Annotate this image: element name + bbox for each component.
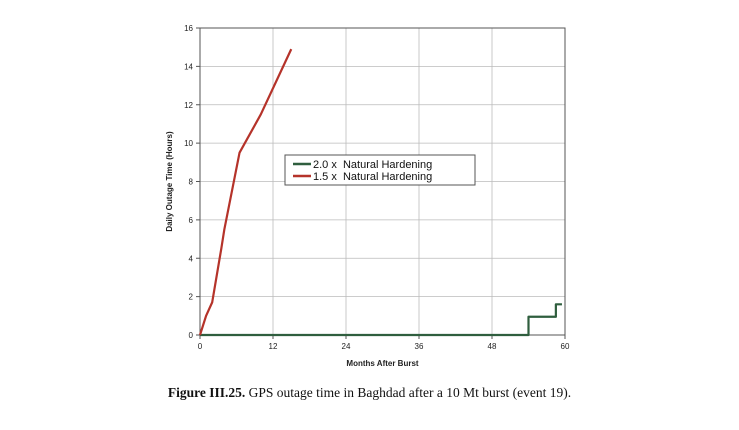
legend-label-series-1: 2.0 x Natural Hardening: [313, 159, 432, 171]
y-axis-ticks: 0 2 4 6 8 10 12 14 16: [184, 24, 200, 340]
y-tick-label: 14: [184, 62, 193, 71]
series-group: [198, 48, 562, 337]
series-line-2: [198, 48, 293, 336]
y-tick-label: 2: [189, 293, 194, 302]
y-tick-label: 4: [189, 254, 194, 263]
legend: 2.0 x Natural Hardening 1.5 x Natural Ha…: [284, 154, 476, 186]
legend-label-series-2: 1.5 x Natural Hardening: [313, 171, 432, 183]
y-tick-label: 6: [189, 216, 194, 225]
y-tick-label: 8: [189, 178, 194, 187]
figure-caption: Figure III.25. GPS outage time in Baghda…: [0, 385, 739, 401]
grid: [200, 28, 565, 335]
y-axis-label: Daily Outage Time (Hours): [165, 131, 174, 232]
x-axis-label: Months After Burst: [346, 359, 418, 368]
x-tick-label: 48: [488, 342, 497, 351]
y-tick-label: 16: [184, 24, 193, 33]
caption-text: GPS outage time in Baghdad after a 10 Mt…: [245, 385, 572, 400]
legend-box: [284, 154, 476, 186]
x-tick-label: 36: [415, 342, 424, 351]
y-tick-label: 0: [189, 331, 194, 340]
x-tick-label: 0: [198, 342, 203, 351]
y-tick-label: 12: [184, 101, 193, 110]
caption-label: Figure III.25.: [167, 385, 246, 400]
x-tick-label: 12: [269, 342, 278, 351]
y-tick-label: 10: [184, 139, 193, 148]
x-tick-label: 60: [561, 342, 570, 351]
x-tick-label: 24: [342, 342, 351, 351]
series-line-1: [200, 303, 562, 337]
x-axis-ticks: 0 12 24 36 48 60: [198, 335, 570, 351]
